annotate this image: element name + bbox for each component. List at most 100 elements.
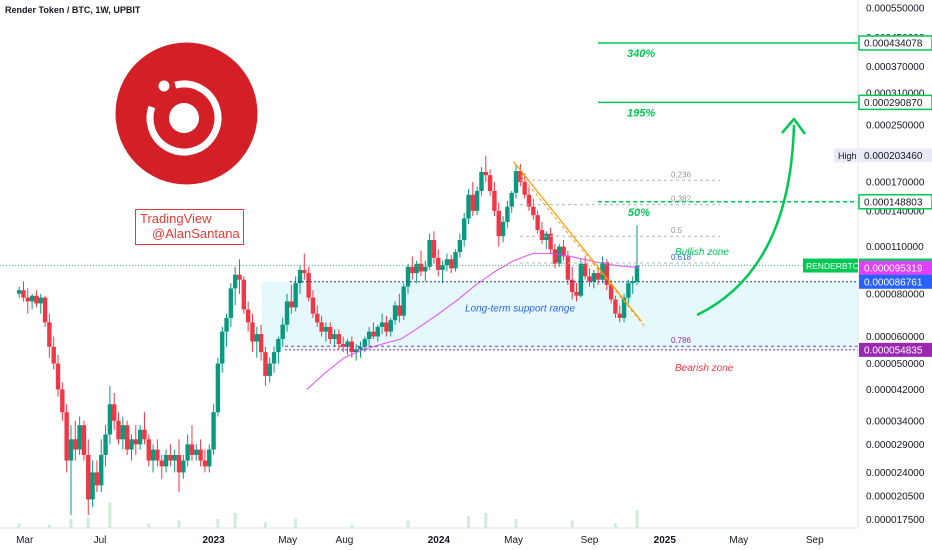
candle-body (578, 263, 584, 296)
candle-body (449, 259, 454, 269)
volume-bar (613, 523, 617, 528)
candle-body (565, 256, 571, 280)
logo-ring (146, 80, 222, 156)
candle-body (353, 349, 359, 353)
candle-body (137, 429, 143, 445)
candle-body (362, 339, 368, 347)
candle-body (427, 240, 432, 267)
candle-body (172, 454, 177, 461)
candle-body (401, 286, 406, 316)
chart-title: Render Token / BTC, 1W, UPBIT (5, 5, 141, 15)
candle-body (630, 281, 635, 284)
candle-body (133, 439, 138, 445)
time-tick-label: Sep (806, 535, 824, 546)
candle-body (25, 297, 30, 302)
time-tick-label: Jul (94, 535, 107, 546)
price-label-badge (859, 148, 932, 163)
price-tick-label: 0.000020500 (866, 491, 925, 502)
candle-body (16, 290, 22, 294)
price-label-badge (859, 342, 932, 357)
candle-body (483, 171, 488, 176)
candle-body (86, 454, 91, 500)
candle-body (457, 240, 463, 253)
fib-level-label: 0.5 (671, 226, 683, 235)
candle-body (120, 425, 126, 440)
price-tick-label: 0.000024000 (866, 468, 925, 479)
candle-body (232, 274, 238, 289)
candle-body (513, 171, 519, 193)
price-tick-label: 0.000017500 (866, 515, 925, 526)
candle-body (237, 274, 242, 280)
volume-bar (263, 522, 267, 528)
time-tick-label: Mar (16, 535, 34, 546)
price-tick-label: 0.000550000 (866, 3, 925, 14)
candle-body (77, 425, 82, 450)
volume-bar (406, 520, 410, 528)
candle-body (466, 194, 471, 219)
candle-body (215, 363, 221, 413)
candle-body (228, 288, 234, 318)
candle-body (34, 295, 39, 304)
volume-bar (570, 520, 574, 528)
candle-body (276, 339, 281, 353)
candle-body (405, 266, 411, 287)
candle-body (410, 266, 415, 274)
candle-body (397, 305, 402, 316)
volume-bar (17, 523, 21, 528)
time-tick-label: 2023 (202, 535, 225, 546)
candle-body (634, 265, 640, 282)
price-label-text: 0.000148803 (864, 197, 923, 208)
candle-body (414, 263, 419, 274)
time-tick-label: 2025 (654, 535, 677, 546)
candle-body (544, 233, 549, 241)
candle-body (176, 454, 182, 473)
candle-body (500, 221, 506, 237)
candle-body (224, 317, 229, 332)
logo-core (169, 103, 199, 133)
time-tick-label: May (729, 535, 748, 546)
candle-body (539, 230, 545, 241)
candle-body (29, 295, 35, 302)
symbol-tag-text: RENDERBTC (806, 261, 859, 271)
candle-body (561, 246, 566, 257)
high-tag-text: High (838, 151, 857, 161)
candle-body (21, 290, 26, 298)
candle-body (241, 279, 247, 310)
candle-body (626, 283, 631, 298)
candle-body (440, 265, 445, 270)
candle-body (181, 460, 186, 473)
candle-body (323, 326, 329, 332)
candle-body (107, 404, 113, 435)
candle-body (418, 263, 424, 272)
price-tick-label: 0.000310000 (866, 88, 925, 99)
candle-body (51, 346, 56, 364)
target-percent-label: 50% (628, 207, 650, 219)
candle-body (384, 322, 389, 332)
candle-body (60, 389, 65, 413)
candle-body (431, 240, 437, 258)
support-zone-label: Long-term support range (465, 304, 576, 315)
time-tick-label: May (504, 535, 523, 546)
price-tick-label: 0.000060000 (866, 332, 925, 343)
price-label-text: 0.000086761 (864, 277, 923, 288)
bullish-zone-label: Bullish zone (675, 247, 729, 258)
price-tick-label: 0.000370000 (866, 62, 925, 73)
candle-body (332, 334, 337, 340)
candle-body (600, 262, 605, 280)
target-percent-label: 340% (627, 48, 655, 60)
high-tag-badge (834, 148, 858, 163)
candle-body (168, 454, 173, 461)
candle-body (470, 194, 476, 211)
candle-body (379, 322, 385, 327)
candle-body (595, 273, 601, 280)
candle-body (42, 297, 48, 323)
candle-body (375, 326, 380, 337)
bearish-zone-label: Bearish zone (675, 363, 734, 374)
candle-body (293, 283, 298, 308)
candle-body (211, 412, 216, 450)
volume-bar (108, 502, 112, 528)
candle-body (474, 191, 480, 211)
candle-body (68, 439, 74, 461)
candle-body (155, 449, 160, 461)
